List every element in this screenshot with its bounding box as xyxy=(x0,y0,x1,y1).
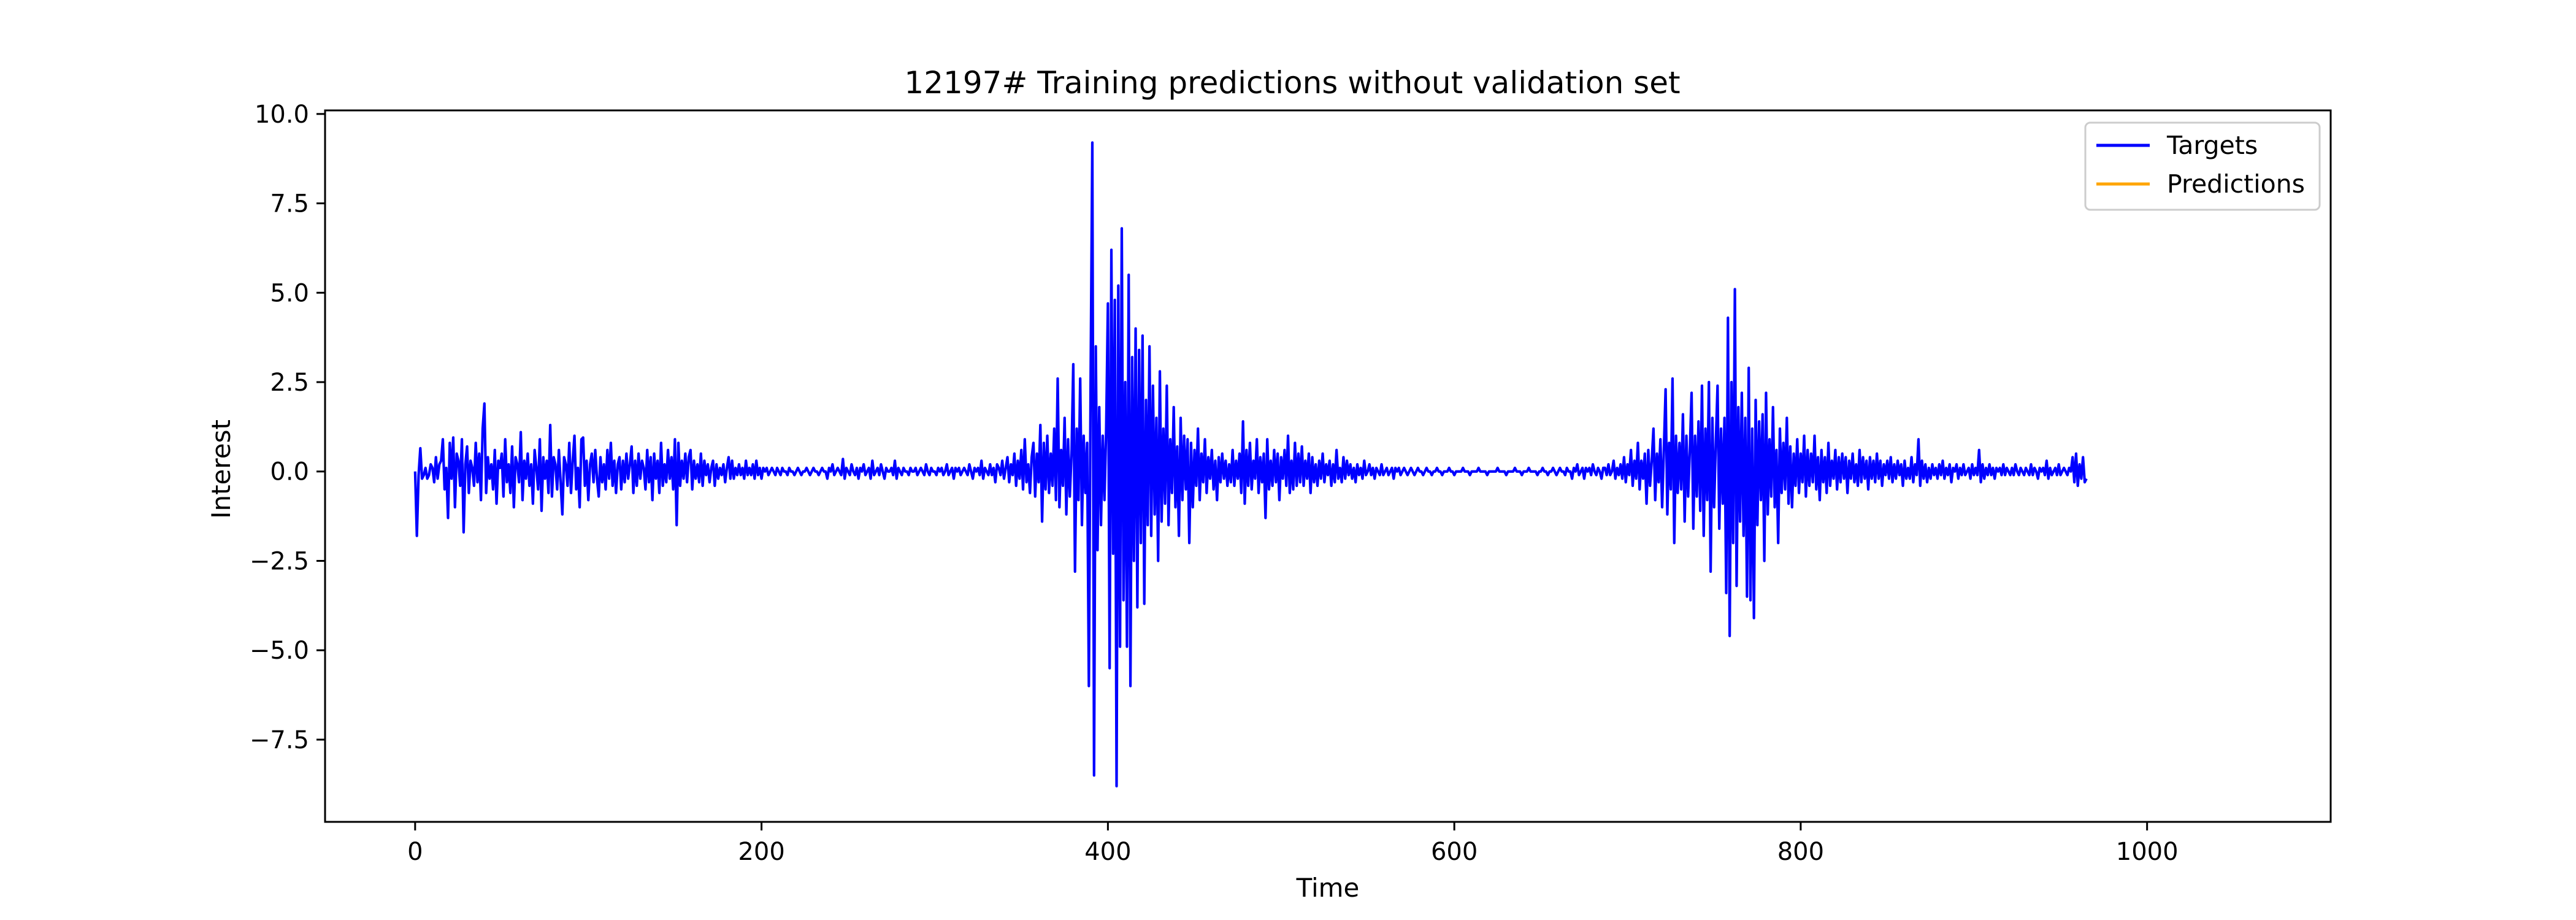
y-axis-label: Interest xyxy=(206,420,236,519)
y-tick-label: 0.0 xyxy=(270,458,309,486)
y-tick-label: −7.5 xyxy=(250,726,309,754)
series-layer xyxy=(413,141,2088,788)
y-tick-label: 10.0 xyxy=(255,101,309,129)
x-tick-label: 800 xyxy=(1777,838,1824,866)
legend-targets-label: Targets xyxy=(2166,131,2258,160)
y-tick-label: 2.5 xyxy=(270,369,309,397)
x-tick-label: 400 xyxy=(1084,838,1131,866)
plot-area xyxy=(324,109,2332,823)
series-line-targets xyxy=(413,141,2088,788)
legend: Targets Predictions xyxy=(2084,121,2321,211)
x-tick-label: 0 xyxy=(407,838,423,866)
y-tick-label: −5.0 xyxy=(250,637,309,665)
y-tick-label: 7.5 xyxy=(270,190,309,218)
y-axis: 10.0 7.5 5.0 2.5 0.0 −2.5 −5.0 −7.5 xyxy=(250,101,325,754)
x-axis-label: Time xyxy=(1296,873,1360,903)
y-tick-label: −2.5 xyxy=(250,547,309,575)
x-tick-label: 1000 xyxy=(2116,838,2179,866)
x-tick-label: 200 xyxy=(738,838,784,866)
chart-title: 12197# Training predictions without vali… xyxy=(904,65,1680,101)
legend-predictions-label: Predictions xyxy=(2167,169,2305,199)
x-tick-label: 600 xyxy=(1431,838,1478,866)
y-tick-label: 5.0 xyxy=(270,279,309,307)
x-axis: 0 200 400 600 800 1000 xyxy=(407,822,2179,866)
plot-frame xyxy=(324,109,2332,823)
